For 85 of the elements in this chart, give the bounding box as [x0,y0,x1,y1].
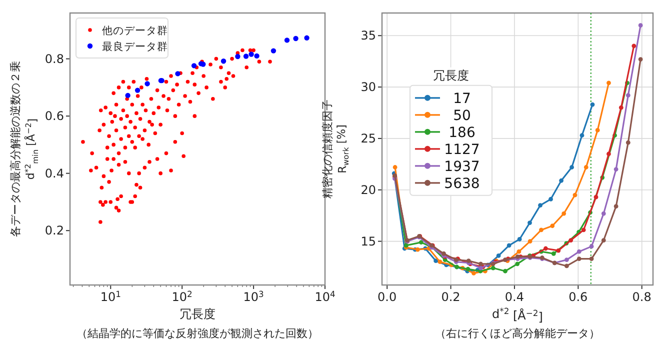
text: （右に行くほど高分解能データ） [435,327,600,340]
x-axis-title: 冗長度 [180,307,216,321]
legend-label: 1937 [444,158,480,175]
point [601,238,606,242]
y-tick-label: 20 [360,182,376,197]
point [594,194,598,200]
point [576,256,582,261]
point [543,246,548,251]
point [584,165,588,170]
y-tick-label: 25 [360,131,376,146]
point [503,268,508,274]
point [516,249,522,254]
y-tick-label: 15 [360,234,376,248]
point [564,258,569,262]
point [562,211,566,216]
point [614,167,618,172]
text: （結晶学的に等価な反射強度が観測された回数） [76,327,318,340]
legend-title: 冗長度 [433,68,469,82]
point [528,239,532,244]
point [478,262,483,266]
point [595,128,600,132]
y-tick-label: 0.2 [44,224,64,238]
point [442,251,446,256]
point [581,228,586,232]
x-tick-label: 10$^{4}$ [314,289,336,304]
y-tick-label: 0.4 [44,166,64,180]
legend-label: 50 [453,108,471,124]
point [589,244,594,249]
point [528,220,532,225]
y-tick-label: 0.6 [44,109,64,124]
point [638,57,643,62]
point [539,228,544,232]
point [580,133,584,138]
point [478,266,483,270]
x-tick-label: 10$^{1}$ [100,289,121,304]
legend-label: 17 [453,90,471,107]
point [415,247,420,252]
x-tick-label: 10$^{3}$ [243,289,264,304]
point [392,165,398,170]
point [556,248,561,253]
x-tick-label: 0.0 [378,290,397,304]
point [572,192,578,198]
x-tick-label: 0.4 [504,290,524,304]
point [551,251,556,256]
x-tick-label: 0.6 [568,290,588,304]
point [517,237,522,242]
point [506,243,512,248]
legend-label: 最良データ群 [102,40,168,53]
legend-label: 5638 [444,176,480,192]
point [606,80,611,86]
point [434,258,438,264]
point [570,165,574,170]
y-tick-label: 30 [360,80,376,94]
point [626,93,630,98]
point [589,256,594,261]
point [438,260,442,264]
legend-label: 1127 [444,142,480,158]
y-tick-label: 0.8 [44,52,64,66]
point [564,264,569,268]
point [606,152,611,156]
y-tick-label: 35 [360,28,376,43]
point [559,178,564,183]
point [496,253,501,258]
point [418,240,424,245]
point [490,266,496,270]
point [548,196,553,202]
legend-label: 186 [448,124,476,141]
point [626,140,630,145]
point [515,262,520,266]
point [590,102,595,107]
point [472,270,476,276]
point [601,211,606,216]
point [538,203,542,208]
point [638,23,643,28]
x-tick-label: 0.8 [632,290,652,304]
point [618,105,624,110]
x-axis-title: d$^{*2}$ [Å$^{−2}$] [492,306,543,324]
legend-label: 他のデータ群 [102,25,168,37]
point [576,249,582,254]
point [568,238,574,242]
x-tick-label: 0.2 [441,290,460,304]
x-tick-label: 10$^{2}$ [172,289,192,304]
point [550,224,555,228]
point [614,204,618,209]
point [632,44,636,48]
